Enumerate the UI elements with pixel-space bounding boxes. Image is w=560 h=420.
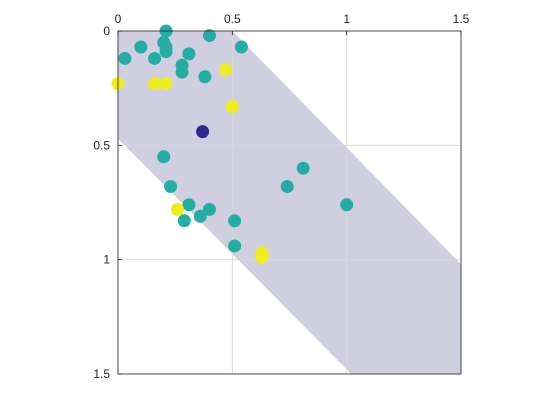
data-point — [196, 125, 210, 139]
data-point — [218, 63, 232, 77]
data-point — [198, 70, 212, 84]
y-tick-label: 0.5 — [93, 138, 110, 152]
x-tick-label: 1 — [343, 12, 350, 26]
data-point — [193, 209, 207, 223]
data-point — [255, 250, 269, 264]
y-tick-label: 0 — [103, 24, 110, 38]
x-tick-label: 1.5 — [453, 12, 470, 26]
data-point — [225, 99, 239, 113]
y-tick-label: 1.5 — [93, 367, 110, 381]
data-point — [280, 179, 294, 193]
x-tick-label: 0.5 — [224, 12, 241, 26]
y-tick-label: 1 — [103, 253, 110, 267]
data-point — [228, 239, 242, 253]
data-point — [182, 198, 196, 212]
data-point — [134, 40, 148, 54]
plot-area — [111, 24, 462, 375]
data-point — [202, 29, 216, 43]
data-point — [157, 150, 171, 164]
data-point — [296, 161, 310, 175]
data-point — [118, 51, 132, 65]
shaded-band — [118, 31, 461, 374]
data-point — [177, 214, 191, 228]
data-point — [228, 214, 242, 228]
data-point — [148, 77, 162, 91]
y-axis-ticks: 0 0.5 1 1.5 — [93, 24, 122, 381]
data-point — [234, 40, 248, 54]
data-point — [175, 65, 189, 79]
x-tick-label: 0 — [115, 12, 122, 26]
data-point — [202, 202, 216, 216]
data-point — [159, 45, 173, 59]
data-points — [111, 24, 354, 264]
data-point — [159, 77, 173, 91]
data-point — [170, 202, 184, 216]
data-point — [164, 179, 178, 193]
data-point — [340, 198, 354, 212]
data-point — [182, 47, 196, 61]
plot-frame — [117, 30, 462, 375]
data-point — [148, 51, 162, 65]
x-axis-ticks: 0 0.5 1 1.5 — [115, 12, 470, 35]
